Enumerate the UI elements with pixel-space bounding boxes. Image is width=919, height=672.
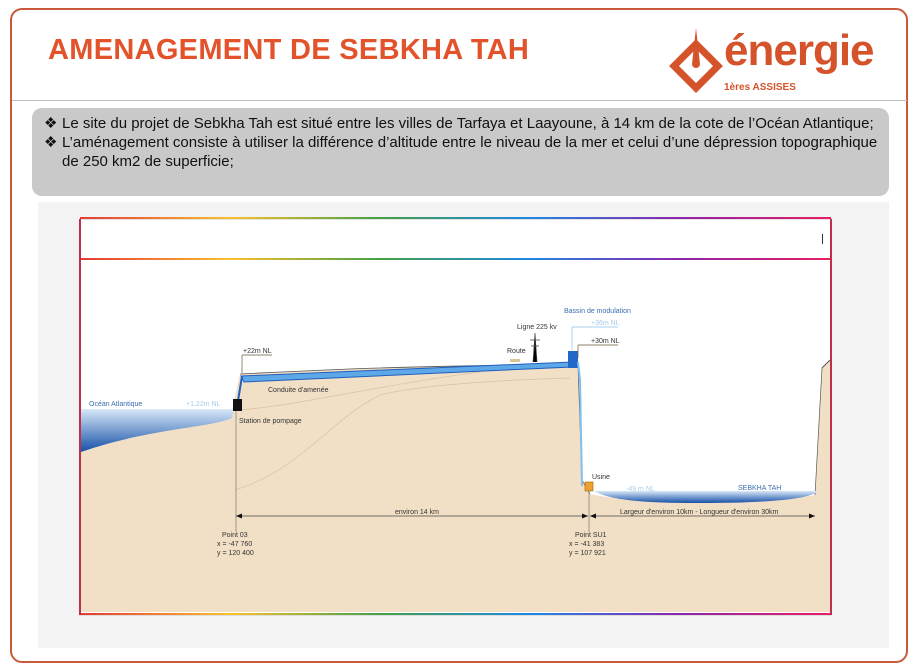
logo-word: énergie [724, 26, 875, 75]
point1-x: x = -47 760 [217, 541, 252, 548]
line-label: Ligne 225 kv [517, 324, 557, 331]
dimensions-label: Largeur d'environ 10km - Longueur d'envi… [620, 509, 778, 516]
basin-water-level-label: +36m NL [591, 320, 620, 327]
conduit-label: Conduite d'amenée [268, 387, 329, 394]
diamond-bullet-icon: ❖ [44, 115, 58, 132]
ocean-level-label: +1.22m NL [186, 401, 221, 408]
point1-y: y = 120 400 [217, 550, 254, 557]
bullet-text: L’aménagement consiste à utiliser la dif… [62, 134, 878, 170]
terrain [81, 360, 830, 612]
logo-subtitle: 1ères ASSISES [724, 82, 796, 93]
rainbow-rule [80, 258, 831, 260]
plant-icon [584, 481, 594, 492]
diamond-bullet-icon: ❖ [44, 134, 58, 151]
slide-title: AMENAGEMENT DE SEBKHA TAH [48, 34, 530, 66]
sebkha-level-label: -49 m NL [626, 486, 655, 493]
bullet-item: ❖ L’aménagement consiste à utiliser la d… [44, 133, 879, 171]
rainbow-rule [80, 217, 831, 219]
penstock [577, 361, 583, 487]
pump-station-icon [233, 399, 242, 411]
point2-y: y = 107 921 [569, 550, 606, 557]
bullet-box: ❖ Le site du projet de Sebkha Tah est sit… [32, 108, 889, 196]
basin-label: Bassin de modulation [564, 308, 631, 315]
ocean-label: Océan Atlantique [89, 401, 142, 408]
power-line-pylon-icon [530, 332, 540, 363]
pump-station-label: Station de pompage [239, 418, 302, 425]
sebkha-label: SEBKHA TAH [738, 485, 781, 492]
bullet-item: ❖ Le site du projet de Sebkha Tah est sit… [44, 114, 879, 133]
rainbow-rule [80, 613, 831, 615]
intake-level-label: +22m NL [243, 348, 272, 355]
slide-frame [10, 8, 908, 663]
ocean-water [81, 409, 234, 452]
logo-diamond-icon [669, 28, 723, 93]
energie-logo: énergie 1ères ASSISES [668, 24, 893, 96]
plant-label: Usine [592, 474, 610, 481]
sebkha-water [594, 491, 818, 503]
basin-icon [568, 351, 578, 368]
point2-name: Point SU1 [575, 532, 607, 539]
basin-level-label: +30m NL [591, 338, 620, 345]
bullet-text: Le site du projet de Sebkha Tah est situ… [62, 115, 874, 132]
road-icon [510, 359, 520, 362]
road-label: Route [507, 348, 526, 355]
point2-x: x = -41 383 [569, 541, 604, 548]
title-divider [12, 100, 907, 101]
distance-label: environ 14 km [395, 509, 439, 516]
point1-name: Point 03 [222, 532, 248, 539]
